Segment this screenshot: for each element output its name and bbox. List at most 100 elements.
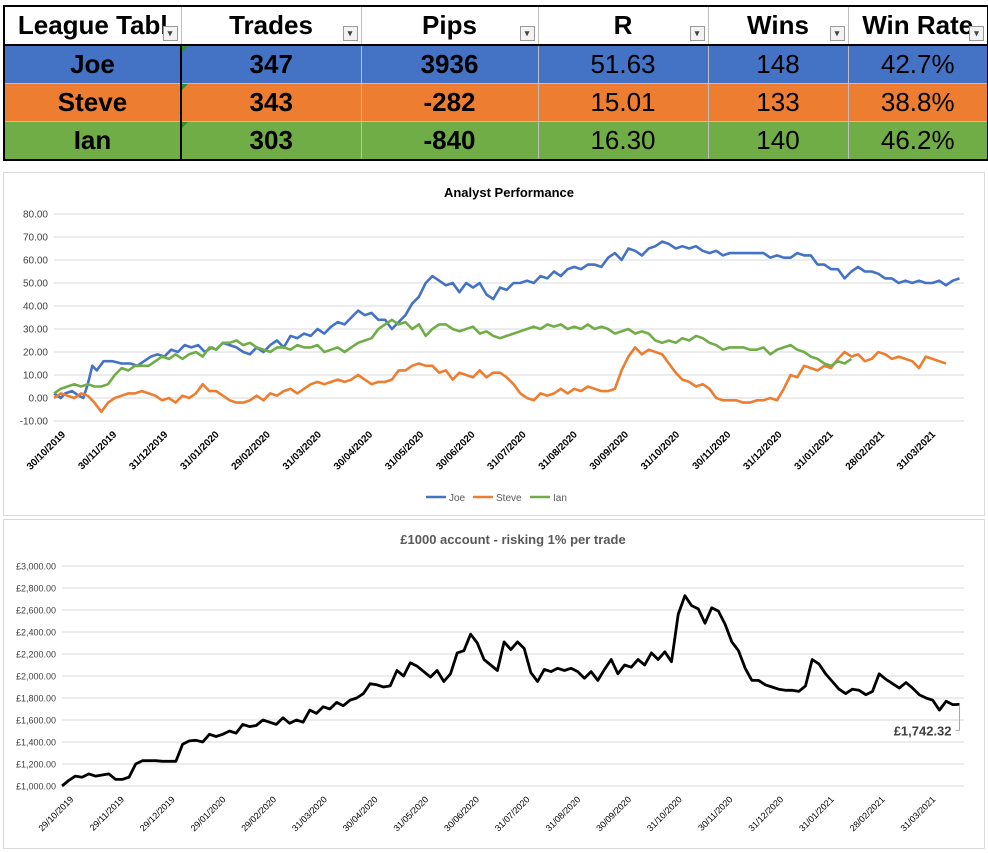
sort-desc-dropdown-icon[interactable]: ▾ [689, 26, 705, 41]
y-tick-label: 20.00 [23, 348, 48, 359]
x-tick-label: 31/05/2020 [391, 794, 430, 833]
win-rate-cell[interactable]: 38.8% [847, 83, 988, 122]
win-rate-value: 46.2% [880, 125, 955, 155]
header-label: R [613, 10, 633, 40]
x-tick-label: 30/11/2019 [77, 429, 120, 472]
trades-value: 347 [249, 49, 293, 79]
x-tick-label: 29/02/2020 [230, 429, 273, 472]
wins-cell[interactable]: 133 [707, 83, 849, 122]
pips-value: -840 [423, 125, 476, 155]
x-tick-label: 31/12/2019 [127, 429, 170, 472]
x-tick-label: 29/12/2019 [138, 794, 177, 833]
x-tick-label: 29/02/2020 [239, 794, 278, 833]
series-line-ian [53, 318, 853, 395]
account-balance-plot: £1000 account - risking 1% per trade £3,0… [16, 532, 964, 833]
pips-cell[interactable]: -840 [360, 121, 539, 161]
analyst-name: Joe [70, 49, 115, 79]
y-tick-label: £2,000.00 [16, 672, 56, 682]
r-cell[interactable]: 15.01 [537, 83, 709, 122]
win-rate-value: 38.8% [880, 87, 955, 117]
y-tick-label: 30.00 [23, 325, 48, 336]
analyst-name-cell[interactable]: Steve [3, 83, 182, 122]
trades-cell[interactable]: 343 [180, 83, 362, 122]
x-tick-label: 28/02/2021 [848, 794, 887, 833]
x-tick-label: 30/11/2020 [696, 794, 734, 832]
header-cell-name: League Tabl ▾ [3, 5, 182, 46]
wins-value: 133 [756, 87, 800, 117]
analyst-performance-chart[interactable]: Analyst Performance 80.00 70.00 60.00 50.00 4… [3, 172, 985, 516]
r-value: 16.30 [590, 125, 656, 155]
chart-legend: Joe Steve Ian [426, 493, 567, 504]
series-line-steve [53, 346, 947, 414]
error-indicator-icon [182, 122, 188, 128]
dropdown-icon[interactable]: ▾ [969, 26, 984, 41]
x-tick-label: 31/01/2021 [793, 429, 836, 472]
y-tick-label: 40.00 [23, 302, 48, 313]
wins-value: 148 [756, 49, 800, 79]
wins-cell[interactable]: 140 [707, 121, 849, 161]
dropdown-icon[interactable]: ▾ [342, 26, 358, 41]
header-label: Wins [747, 10, 809, 40]
x-tick-label: 29/11/2019 [88, 794, 126, 832]
trades-value: 303 [249, 125, 293, 155]
x-tick-label: 31/03/2020 [281, 429, 324, 472]
header-cell-pips: Pips ▾ [360, 5, 539, 46]
y-tick-label: 80.00 [23, 210, 48, 221]
x-tick-label: 31/07/2020 [493, 794, 532, 833]
trades-cell[interactable]: 303 [180, 121, 362, 161]
analyst-name-cell[interactable]: Joe [3, 44, 182, 84]
y-tick-label: £1,800.00 [16, 694, 56, 704]
y-tick-label: 70.00 [23, 233, 48, 244]
header-cell-wins: Wins ▾ [707, 5, 849, 46]
pips-cell[interactable]: 3936 [360, 44, 539, 84]
error-indicator-icon [182, 46, 188, 52]
account-balance-chart[interactable]: £1000 account - risking 1% per trade £3,0… [3, 519, 985, 849]
x-tick-label: 30/04/2020 [332, 429, 375, 472]
y-tick-label: £2,400.00 [16, 628, 56, 638]
x-tick-label: 28/02/2021 [844, 429, 887, 472]
win-rate-value: 42.7% [880, 49, 955, 79]
dropdown-icon[interactable]: ▾ [829, 26, 845, 41]
x-tick-label: 31/08/2020 [537, 429, 580, 472]
table-row: Ian 303 -840 16.30 140 46.2% [3, 121, 988, 161]
analyst-name-cell[interactable]: Ian [3, 121, 182, 161]
header-label: League Tabl [17, 10, 168, 40]
win-rate-cell[interactable]: 42.7% [847, 44, 988, 84]
table-row: Steve 343 -282 15.01 133 38.8% [3, 83, 988, 122]
x-tick-label: 31/10/2020 [639, 429, 682, 472]
r-cell[interactable]: 51.63 [537, 44, 709, 84]
header-label: Win Rate [862, 10, 974, 40]
trades-cell[interactable]: 347 [180, 44, 362, 84]
table-row: Joe 347 3936 51.63 148 42.7% [3, 44, 988, 84]
x-tick-label: 30/09/2020 [588, 429, 631, 472]
win-rate-cell[interactable]: 46.2% [847, 121, 988, 161]
header-cell-trades: Trades ▾ [180, 5, 362, 46]
series-line-joe [53, 240, 960, 400]
header-label: Pips [422, 10, 477, 40]
x-tick-label: 30/06/2020 [434, 429, 477, 472]
y-tick-label: £2,800.00 [16, 584, 56, 594]
series-line-account [61, 594, 960, 788]
x-tick-label: 29/10/2019 [36, 794, 75, 833]
x-tick-label: 31/08/2020 [544, 794, 583, 833]
chart-title: £1000 account - risking 1% per trade [400, 532, 625, 547]
y-tick-label: 10.00 [23, 371, 48, 382]
data-label-leader [955, 706, 961, 731]
y-tick-label: 0.00 [29, 394, 49, 405]
header-cell-r: R ▾ [537, 5, 709, 46]
x-tick-label: 31/05/2020 [383, 429, 426, 472]
y-tick-label: £1,200.00 [16, 760, 56, 770]
pips-cell[interactable]: -282 [360, 83, 539, 122]
pips-value: 3936 [420, 49, 479, 79]
dropdown-icon[interactable]: ▾ [519, 26, 535, 41]
dropdown-icon[interactable]: ▾ [162, 26, 178, 41]
x-tick-label: 30/06/2020 [442, 794, 481, 833]
analyst-performance-plot: Analyst Performance 80.00 70.00 60.00 50.00 4… [20, 185, 964, 504]
r-cell[interactable]: 16.30 [537, 121, 709, 161]
y-tick-label: £1,000.00 [16, 782, 56, 792]
header-label: Trades [229, 10, 313, 40]
wins-cell[interactable]: 148 [707, 44, 849, 84]
r-value: 15.01 [590, 87, 656, 117]
x-tick-label: 31/03/2020 [290, 794, 329, 833]
x-tick-label: 31/01/2020 [178, 429, 221, 472]
